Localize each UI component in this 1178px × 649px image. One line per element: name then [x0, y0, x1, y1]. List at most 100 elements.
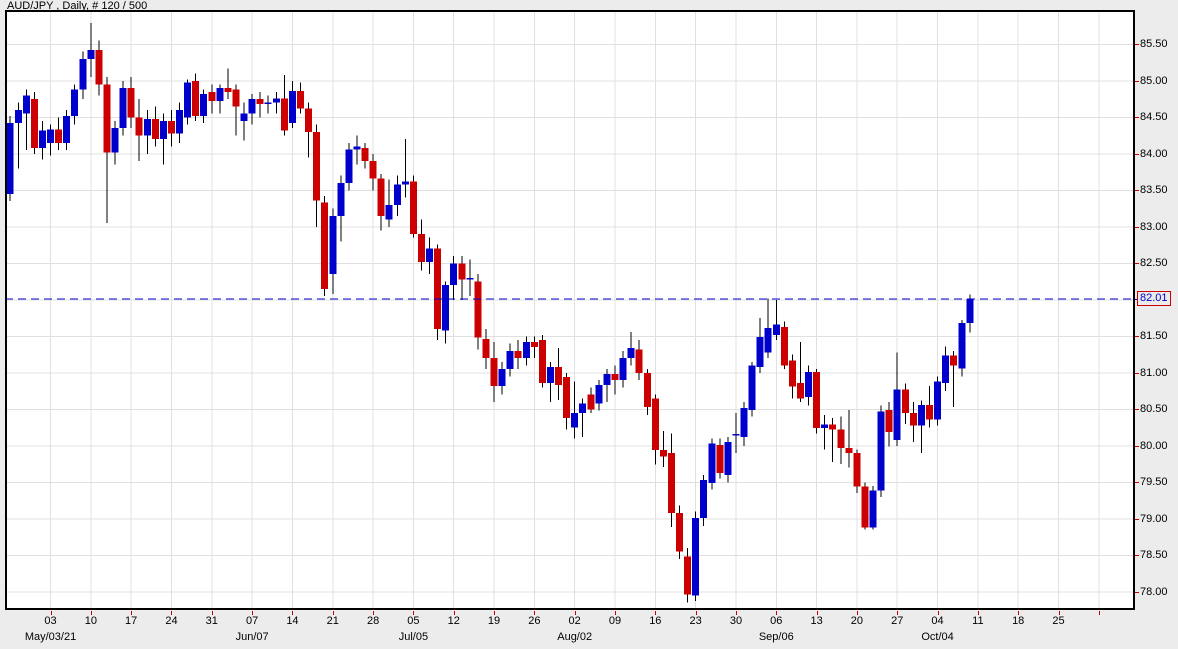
x-axis-day-label: 23: [689, 615, 702, 627]
candle-body: [353, 146, 361, 150]
candle-body: [272, 98, 280, 103]
candle-body: [474, 281, 482, 338]
x-axis-day-label: 30: [729, 615, 743, 627]
candle-body: [917, 404, 925, 426]
candle-body: [192, 80, 200, 116]
y-axis-label: 85.50: [1140, 38, 1168, 51]
x-axis-tick: [776, 611, 778, 615]
y-axis-label: 83.50: [1140, 184, 1168, 197]
candle-body: [393, 184, 401, 205]
candle-body: [458, 263, 466, 280]
candle-body: [329, 215, 337, 275]
candle-body: [337, 182, 345, 216]
candle-body: [877, 411, 885, 491]
candle-body: [434, 248, 442, 329]
x-axis-tick: [1058, 611, 1060, 615]
candle-body: [692, 518, 700, 596]
candle-body: [95, 50, 103, 85]
candle-body: [563, 377, 571, 419]
y-axis-label: 79.50: [1140, 476, 1168, 489]
x-axis-month-label: Jul/05: [398, 631, 429, 643]
y-axis-tick: [1135, 80, 1139, 82]
x-axis-tick: [856, 611, 858, 615]
candle-body: [595, 385, 603, 404]
x-axis-day-label: 26: [528, 615, 541, 627]
x-axis-day-label: 13: [810, 615, 823, 627]
candle-body: [401, 181, 409, 185]
x-axis-day-label: 18: [1012, 615, 1025, 627]
chart-plot-area[interactable]: [5, 10, 1135, 610]
x-axis-tick: [977, 611, 979, 615]
candle-body: [869, 490, 877, 528]
candle-body: [248, 99, 256, 114]
candle-body: [821, 424, 829, 429]
candle-body: [151, 118, 159, 140]
x-axis-month-label: May/03/21: [24, 631, 77, 643]
candle-body: [450, 263, 458, 286]
candle-body: [829, 424, 837, 430]
candle-body: [587, 394, 595, 410]
candle-body: [538, 339, 546, 383]
candle-body: [571, 412, 579, 428]
y-axis-label: 79.00: [1140, 512, 1168, 525]
x-axis-day-label: 16: [649, 615, 662, 627]
x-axis-tick: [816, 611, 818, 615]
candle-body: [240, 113, 248, 121]
x-axis-tick: [735, 611, 737, 615]
y-axis-tick: [1135, 372, 1139, 374]
y-axis-label: 80.00: [1140, 439, 1168, 452]
candle-body: [684, 556, 692, 595]
candle-body: [676, 512, 684, 552]
candle-body: [813, 372, 821, 429]
x-axis-tick: [131, 611, 133, 615]
x-axis-day-label: 14: [286, 615, 299, 627]
candle-body: [38, 130, 46, 148]
candle-body: [224, 88, 232, 92]
x-axis-tick: [171, 611, 173, 615]
x-axis-day-label: 25: [1052, 615, 1065, 627]
y-axis-tick: [1135, 445, 1139, 447]
candle-body: [280, 98, 288, 131]
candle-body: [490, 358, 498, 386]
candle-body: [619, 358, 627, 381]
candle-body: [71, 89, 79, 116]
candle-body: [659, 450, 667, 457]
x-axis-tick: [211, 611, 213, 615]
y-axis-tick: [1135, 226, 1139, 228]
candle-body: [417, 234, 425, 262]
y-axis-label: 81.00: [1140, 366, 1168, 379]
candle-body: [377, 178, 385, 216]
candle-body: [47, 129, 55, 143]
y-axis-label: 83.00: [1140, 220, 1168, 233]
candlestick-chart[interactable]: [5, 10, 1135, 610]
candle-body: [167, 120, 175, 134]
candle-body: [530, 342, 538, 348]
candle-body: [788, 360, 796, 387]
candle-body: [159, 120, 167, 140]
candle-body: [780, 326, 788, 366]
y-axis-label: 80.50: [1140, 403, 1168, 416]
candle-body: [740, 407, 748, 438]
candle-body: [611, 374, 619, 381]
x-axis-tick: [655, 611, 657, 615]
x-axis-day-label: 03: [44, 615, 57, 627]
candle-body: [200, 93, 208, 116]
candle-body: [667, 453, 675, 513]
x-axis-tick: [937, 611, 939, 615]
candle-body: [506, 350, 514, 370]
candle-body: [22, 95, 30, 114]
x-axis-day-label: 21: [326, 615, 339, 627]
x-axis-month-label: Jun/07: [235, 631, 269, 643]
x-axis-month-label: Aug/02: [557, 631, 593, 643]
candle-body: [748, 365, 756, 410]
candle-body: [942, 355, 950, 383]
candle-body: [63, 115, 71, 143]
candle-body: [288, 91, 296, 124]
x-axis-tick: [1018, 611, 1020, 615]
y-axis-tick: [1135, 336, 1139, 338]
candle-body: [55, 129, 63, 143]
x-axis-tick: [332, 611, 334, 615]
candle-body: [176, 110, 184, 134]
x-axis-day-label: 28: [366, 615, 380, 627]
